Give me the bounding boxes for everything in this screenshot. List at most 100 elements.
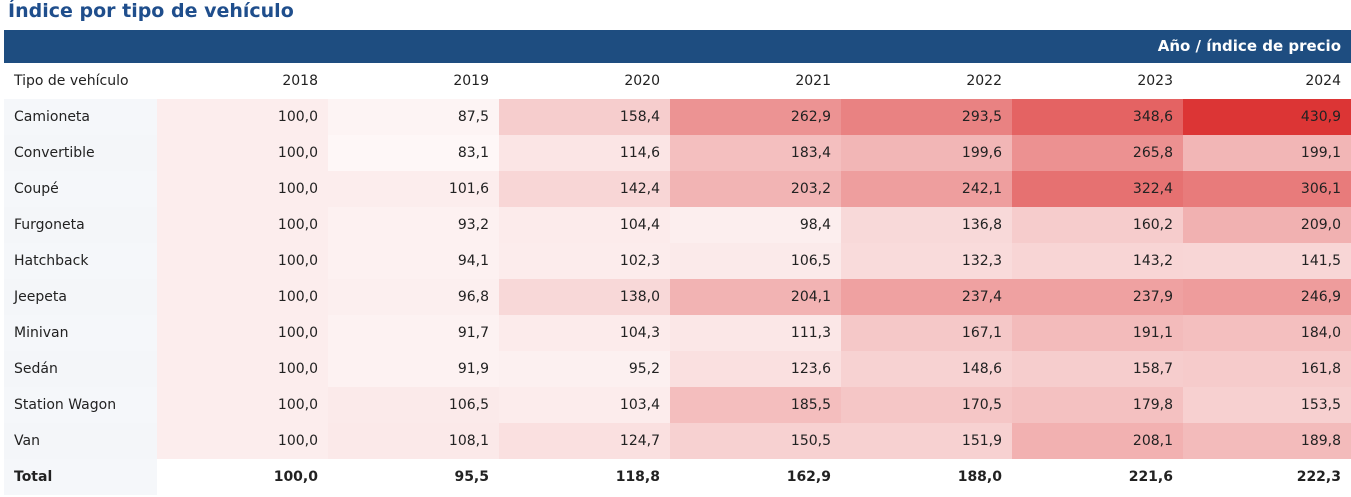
total-cell: 222,3 [1183,459,1351,495]
heatmap-cell: 100,0 [157,243,328,279]
heatmap-cell: 104,3 [499,315,670,351]
heatmap-cell: 100,0 [157,315,328,351]
row-label: Jeepeta [4,279,157,315]
heatmap-cell: 100,0 [157,279,328,315]
column-header-2018: 2018 [282,73,318,89]
heatmap-cell: 98,4 [670,207,841,243]
total-label: Total [4,459,157,495]
heatmap-cell: 100,0 [157,207,328,243]
heatmap-cell: 185,5 [670,387,841,423]
heatmap-cell: 262,9 [670,99,841,135]
row-header-label: Tipo de vehículo [14,73,129,89]
heatmap-cell: 153,5 [1183,387,1351,423]
heatmap-cell: 106,5 [328,387,499,423]
heatmap-cell: 132,3 [841,243,1012,279]
heatmap-cell: 83,1 [328,135,499,171]
heatmap-cell: 136,8 [841,207,1012,243]
heatmap-cell: 101,6 [328,171,499,207]
heatmap-cell: 199,1 [1183,135,1351,171]
heatmap-cell: 189,8 [1183,423,1351,459]
heatmap-cell: 91,7 [328,315,499,351]
heatmap-cell: 93,2 [328,207,499,243]
heatmap-cell: 95,2 [499,351,670,387]
total-cell: 162,9 [670,459,841,495]
row-label: Furgoneta [4,207,157,243]
heatmap-cell: 160,2 [1012,207,1183,243]
heatmap-cell: 123,6 [670,351,841,387]
heatmap-cell: 170,5 [841,387,1012,423]
heatmap-cell: 199,6 [841,135,1012,171]
table-row: Sedán 100,0 91,9 95,2 123,6 148,6 158,7 161,8 [4,351,1351,387]
heatmap-cell: 237,9 [1012,279,1183,315]
column-header-2023: 2023 [1137,73,1173,89]
heatmap-cell: 94,1 [328,243,499,279]
column-header-2022: 2022 [966,73,1002,89]
heatmap-cell: 237,4 [841,279,1012,315]
heatmap-cell: 138,0 [499,279,670,315]
heatmap-cell: 161,8 [1183,351,1351,387]
heatmap-cell: 184,0 [1183,315,1351,351]
column-header-row: Tipo de vehículo 2018 2019 2020 2021 2022 202… [4,63,1351,99]
table-row: Convertible 100,0 83,1 114,6 183,4 199,6 265,8… [4,135,1351,171]
row-label: Sedán [4,351,157,387]
heatmap-cell: 100,0 [157,171,328,207]
heatmap-cell: 100,0 [157,135,328,171]
heatmap-cell: 151,9 [841,423,1012,459]
table-row: Coupé 100,0 101,6 142,4 203,2 242,1 322,4 306,1 [4,171,1351,207]
heatmap-cell: 322,4 [1012,171,1183,207]
column-header-2020: 2020 [624,73,660,89]
table-row: Camioneta 100,0 87,5 158,4 262,9 293,5 348,6 43… [4,99,1351,135]
table-row: Minivan 100,0 91,7 104,3 111,3 167,1 191,1 184,… [4,315,1351,351]
row-label: Convertible [4,135,157,171]
heatmap-cell: 141,5 [1183,243,1351,279]
heatmap-cell: 246,9 [1183,279,1351,315]
chart-title: Índice por tipo de vehículo [8,0,294,22]
banner-label: Año / índice de precio [1157,37,1341,55]
total-cell: 95,5 [328,459,499,495]
heatmap-cell: 102,3 [499,243,670,279]
column-header-2019: 2019 [453,73,489,89]
heatmap-cell: 167,1 [841,315,1012,351]
heatmap-cell: 204,1 [670,279,841,315]
heatmap-cell: 100,0 [157,351,328,387]
heatmap-cell: 124,7 [499,423,670,459]
heatmap-cell: 183,4 [670,135,841,171]
heatmap-cell: 430,9 [1183,99,1351,135]
heatmap-cell: 265,8 [1012,135,1183,171]
heatmap-cell: 148,6 [841,351,1012,387]
heatmap-cell: 100,0 [157,99,328,135]
heatmap-cell: 100,0 [157,387,328,423]
row-label: Coupé [4,171,157,207]
heatmap-cell: 142,4 [499,171,670,207]
column-header-2024: 2024 [1305,73,1341,89]
table-row: Van 100,0 108,1 124,7 150,5 151,9 208,1 189,8 [4,423,1351,459]
row-label: Van [4,423,157,459]
heatmap-cell: 91,9 [328,351,499,387]
table-row: Station Wagon 100,0 106,5 103,4 185,5 170,5 17… [4,387,1351,423]
heatmap-table: Tipo de vehículo 2018 2019 2020 2021 2022 202… [4,63,1351,495]
table-row: Jeepeta 100,0 96,8 138,0 204,1 237,4 237,9 246,… [4,279,1351,315]
row-label: Camioneta [4,99,157,135]
row-label: Hatchback [4,243,157,279]
heatmap-cell: 158,4 [499,99,670,135]
heatmap-cell: 103,4 [499,387,670,423]
heatmap-cell: 209,0 [1183,207,1351,243]
row-label: Minivan [4,315,157,351]
heatmap-cell: 203,2 [670,171,841,207]
heatmap-cell: 293,5 [841,99,1012,135]
heatmap-cell: 150,5 [670,423,841,459]
heatmap-cell: 348,6 [1012,99,1183,135]
table-body: Camioneta 100,0 87,5 158,4 262,9 293,5 348,6 43… [4,99,1351,495]
heatmap-cell: 208,1 [1012,423,1183,459]
heatmap-cell: 87,5 [328,99,499,135]
total-cell: 118,8 [499,459,670,495]
heatmap-cell: 104,4 [499,207,670,243]
header-banner: Año / índice de precio [4,30,1351,63]
heatmap-cell: 191,1 [1012,315,1183,351]
heatmap-cell: 179,8 [1012,387,1183,423]
heatmap-cell: 106,5 [670,243,841,279]
heatmap-cell: 143,2 [1012,243,1183,279]
heatmap-cell: 242,1 [841,171,1012,207]
table-row: Hatchback 100,0 94,1 102,3 106,5 132,3 143,2 14… [4,243,1351,279]
total-row: Total 100,0 95,5 118,8 162,9 188,0 221,6 222,3 [4,459,1351,495]
